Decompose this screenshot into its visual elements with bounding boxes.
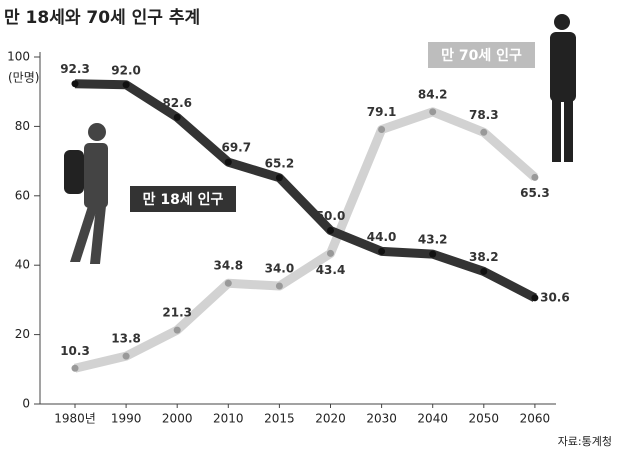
legend-box bbox=[130, 186, 236, 212]
value-label: 69.7 bbox=[221, 141, 251, 155]
point bbox=[275, 282, 283, 290]
point bbox=[429, 108, 437, 116]
point bbox=[480, 267, 488, 275]
value-label: 82.6 bbox=[162, 96, 192, 110]
series-line bbox=[74, 79, 537, 302]
x-tick-label: 2040 bbox=[417, 412, 448, 426]
point bbox=[531, 173, 539, 181]
point bbox=[429, 250, 437, 258]
point bbox=[122, 352, 130, 360]
value-label: 78.3 bbox=[469, 108, 499, 122]
point bbox=[327, 249, 334, 257]
y-tick-label: 40 bbox=[15, 258, 30, 272]
point bbox=[173, 326, 181, 334]
legend-label: 만 18세 인구 bbox=[143, 191, 224, 208]
point bbox=[71, 364, 79, 372]
x-tick-label: 2015 bbox=[264, 412, 295, 426]
x-tick-label: 1990 bbox=[111, 412, 142, 426]
point bbox=[71, 80, 79, 88]
y-tick-label: 60 bbox=[15, 188, 30, 202]
x-tick-label: 1980년 bbox=[54, 412, 96, 426]
point bbox=[480, 128, 488, 136]
y-tick-label: 20 bbox=[15, 327, 30, 341]
value-label: 65.3 bbox=[520, 186, 550, 200]
value-label: 21.3 bbox=[162, 306, 192, 320]
point bbox=[378, 247, 386, 255]
value-label: 43.2 bbox=[418, 233, 448, 247]
point bbox=[122, 81, 130, 89]
source: 자료:통계청 bbox=[558, 435, 612, 448]
value-label: 84.2 bbox=[418, 87, 448, 101]
value-label: 44.0 bbox=[367, 230, 397, 244]
point bbox=[327, 227, 334, 234]
y-tick-label: 80 bbox=[15, 119, 30, 133]
value-label: 50.0 bbox=[316, 209, 346, 223]
chart-title: 만 18세와 70세 인구 추계 bbox=[4, 8, 200, 28]
y-tick-label: 0 bbox=[22, 397, 30, 411]
old-figure bbox=[550, 14, 576, 162]
x-tick-label: 2020 bbox=[315, 412, 346, 426]
value-label: 65.2 bbox=[265, 156, 295, 170]
x-tick-label: 2010 bbox=[213, 412, 244, 426]
value-label: 30.6 bbox=[540, 290, 570, 304]
legend-label: 만 70세 인구 bbox=[441, 47, 522, 64]
y-axis-label: (만명) bbox=[8, 71, 39, 85]
point bbox=[275, 174, 283, 182]
value-label: 38.2 bbox=[469, 250, 499, 264]
x-tick-label: 2060 bbox=[520, 412, 551, 426]
series-line bbox=[73, 107, 538, 373]
point bbox=[378, 126, 386, 134]
point bbox=[224, 158, 232, 166]
x-tick-label: 2050 bbox=[469, 412, 500, 426]
value-label: 92.3 bbox=[60, 62, 90, 76]
legend-box bbox=[428, 42, 535, 68]
value-label: 43.4 bbox=[316, 263, 346, 277]
point bbox=[224, 279, 232, 287]
y-tick-label: 100 bbox=[7, 50, 30, 64]
value-label: 79.1 bbox=[367, 105, 397, 119]
x-tick-label: 2030 bbox=[366, 412, 397, 426]
value-label: 13.8 bbox=[111, 332, 141, 346]
value-label: 34.8 bbox=[213, 259, 243, 273]
x-tick-label: 2000 bbox=[162, 412, 193, 426]
point bbox=[173, 113, 181, 121]
value-label: 34.0 bbox=[265, 262, 295, 276]
value-label: 10.3 bbox=[60, 344, 90, 358]
point bbox=[531, 294, 539, 302]
young-figure bbox=[64, 123, 108, 264]
value-label: 92.0 bbox=[111, 63, 141, 77]
